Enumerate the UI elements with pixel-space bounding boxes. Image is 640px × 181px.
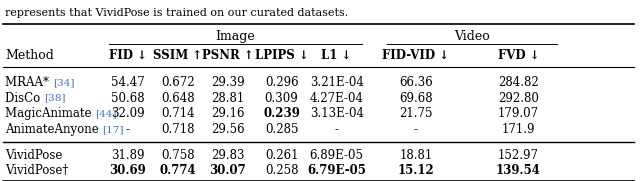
Text: 179.07: 179.07	[498, 107, 539, 120]
Text: VividPose: VividPose	[5, 149, 63, 162]
Text: 139.54: 139.54	[496, 164, 541, 177]
Text: 69.68: 69.68	[399, 92, 433, 105]
Text: 3.21E-04: 3.21E-04	[310, 76, 364, 89]
Text: represents that VividPose is trained on our curated datasets.: represents that VividPose is trained on …	[5, 8, 348, 18]
Text: 50.68: 50.68	[111, 92, 145, 105]
Text: 0.648: 0.648	[161, 92, 195, 105]
Text: Video: Video	[454, 30, 490, 43]
Text: FVD ↓: FVD ↓	[497, 49, 540, 62]
Text: DisCo: DisCo	[5, 92, 44, 105]
Text: 66.36: 66.36	[399, 76, 433, 89]
Text: 0.261: 0.261	[265, 149, 298, 162]
Text: 29.39: 29.39	[211, 76, 244, 89]
Text: 152.97: 152.97	[498, 149, 539, 162]
Text: -: -	[335, 123, 339, 136]
Text: 15.12: 15.12	[397, 164, 435, 177]
Text: 171.9: 171.9	[502, 123, 535, 136]
Text: 31.89: 31.89	[111, 149, 145, 162]
Text: 6.89E-05: 6.89E-05	[310, 149, 364, 162]
Text: MagicAnimate: MagicAnimate	[5, 107, 95, 120]
Text: 3.13E-04: 3.13E-04	[310, 107, 364, 120]
Text: 0.774: 0.774	[159, 164, 196, 177]
Text: 30.69: 30.69	[109, 164, 147, 177]
Text: 0.672: 0.672	[161, 76, 195, 89]
Text: 0.296: 0.296	[265, 76, 298, 89]
Text: [38]: [38]	[44, 94, 66, 103]
Text: 32.09: 32.09	[111, 107, 145, 120]
Text: 6.79E-05: 6.79E-05	[307, 164, 366, 177]
Text: PSNR ↑: PSNR ↑	[202, 49, 253, 62]
Text: [17]: [17]	[102, 125, 124, 134]
Text: 29.16: 29.16	[211, 107, 244, 120]
Text: SSIM ↑: SSIM ↑	[154, 49, 202, 62]
Text: 4.27E-04: 4.27E-04	[310, 92, 364, 105]
Text: -: -	[126, 123, 130, 136]
Text: [34]: [34]	[53, 78, 74, 87]
Text: FID-VID ↓: FID-VID ↓	[383, 49, 449, 62]
Text: 0.714: 0.714	[161, 107, 195, 120]
Text: 0.285: 0.285	[265, 123, 298, 136]
Text: 21.75: 21.75	[399, 107, 433, 120]
Text: 0.718: 0.718	[161, 123, 195, 136]
Text: -: -	[414, 123, 418, 136]
Text: 54.47: 54.47	[111, 76, 145, 89]
Text: 18.81: 18.81	[399, 149, 433, 162]
Text: L1 ↓: L1 ↓	[321, 49, 352, 62]
Text: Method: Method	[5, 49, 54, 62]
Text: VividPose†: VividPose†	[5, 164, 68, 177]
Text: 29.56: 29.56	[211, 123, 244, 136]
Text: AnimateAnyone: AnimateAnyone	[5, 123, 102, 136]
Text: 0.309: 0.309	[265, 92, 298, 105]
Text: MRAA*: MRAA*	[5, 76, 53, 89]
Text: 284.82: 284.82	[498, 76, 539, 89]
Text: 0.239: 0.239	[263, 107, 300, 120]
Text: Image: Image	[215, 30, 255, 43]
Text: 29.83: 29.83	[211, 149, 244, 162]
Text: LPIPS ↓: LPIPS ↓	[255, 49, 308, 62]
Text: FID ↓: FID ↓	[109, 49, 147, 62]
Text: 30.07: 30.07	[209, 164, 246, 177]
Text: 292.80: 292.80	[498, 92, 539, 105]
Text: 0.758: 0.758	[161, 149, 195, 162]
Text: 28.81: 28.81	[211, 92, 244, 105]
Text: [44]: [44]	[95, 109, 117, 118]
Text: 0.258: 0.258	[265, 164, 298, 177]
